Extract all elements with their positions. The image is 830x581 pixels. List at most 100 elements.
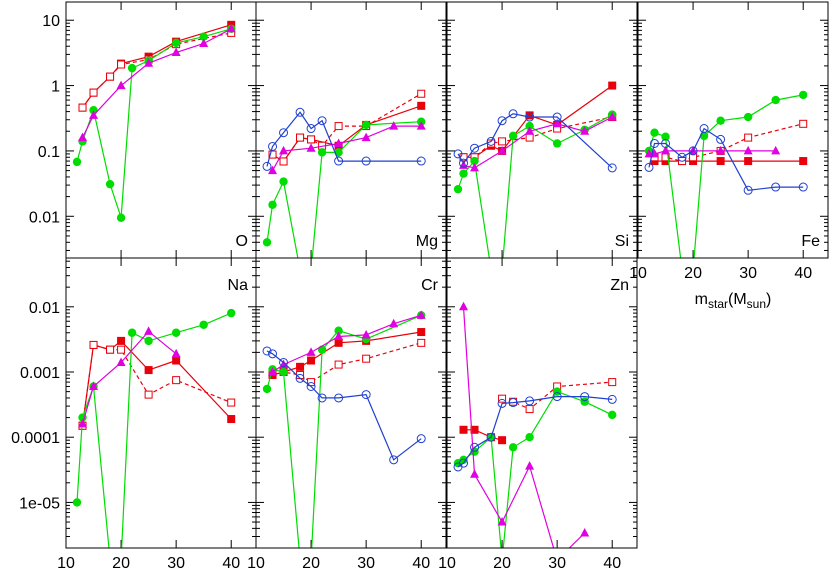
marker (508, 398, 518, 408)
marker (72, 498, 82, 507)
marker (361, 132, 371, 142)
y-tick-label: 0.01 (29, 209, 60, 226)
x-tick-label: 40 (222, 555, 240, 572)
marker (334, 331, 344, 341)
marker (417, 338, 426, 347)
marker (279, 367, 288, 377)
x-tick-label: 30 (739, 265, 757, 282)
marker (497, 398, 507, 408)
panel: Mg (255, 1, 447, 274)
marker (279, 357, 289, 367)
marker (127, 328, 137, 337)
series-line (266, 121, 422, 258)
marker (498, 394, 507, 403)
marker (268, 150, 277, 159)
y-tick-label: 10 (42, 13, 60, 30)
marker (317, 116, 327, 126)
series-line (272, 105, 422, 163)
marker (334, 122, 343, 131)
marker (608, 81, 617, 90)
marker (361, 329, 371, 339)
marker (295, 107, 305, 117)
marker (580, 126, 590, 135)
x-axis-label-part: (M (728, 291, 747, 308)
marker (459, 455, 468, 465)
marker (172, 376, 181, 385)
marker (497, 145, 507, 155)
marker (453, 184, 463, 194)
series-line (457, 113, 613, 169)
marker (498, 436, 507, 445)
marker (144, 326, 154, 335)
marker (361, 120, 371, 130)
series-line (272, 93, 422, 163)
panel-frame (65, 1, 257, 259)
marker (417, 328, 426, 337)
marker (771, 95, 780, 105)
y-tick-label: 0.0001 (11, 430, 60, 447)
marker (317, 148, 327, 157)
panel-frame (637, 1, 829, 259)
marker (117, 345, 126, 354)
plot-area (72, 20, 236, 222)
marker (171, 47, 181, 57)
marker (307, 266, 315, 274)
marker (306, 347, 316, 356)
x-tick-label: 10 (247, 555, 265, 572)
marker (89, 381, 99, 390)
series-line (463, 116, 613, 158)
marker (552, 139, 562, 148)
marker (453, 149, 463, 159)
y-tick-label: 0.1 (38, 144, 60, 161)
x-tick-label: 30 (548, 555, 566, 572)
x-axis-label-part: m (695, 291, 708, 308)
marker (650, 128, 659, 137)
marker (116, 357, 126, 366)
marker (334, 138, 344, 147)
panel-label: Fe (801, 233, 820, 250)
marker (699, 124, 709, 134)
marker (268, 200, 277, 209)
marker (227, 415, 236, 424)
marker (716, 116, 725, 125)
marker (661, 138, 671, 148)
marker (508, 443, 518, 452)
marker (525, 111, 534, 120)
series-line (463, 116, 613, 169)
marker (416, 121, 426, 130)
marker (650, 138, 660, 148)
marker (486, 432, 496, 442)
marker (486, 136, 496, 146)
marker (552, 392, 562, 402)
marker (262, 238, 272, 247)
panel: 10 20 30 40 mstar(Msun) Fe (629, 1, 829, 311)
marker (144, 366, 153, 375)
marker (116, 80, 126, 90)
x-axis-label-part: star (708, 297, 728, 311)
marker (459, 425, 468, 434)
marker (607, 394, 617, 404)
marker (279, 128, 289, 138)
marker (677, 152, 687, 162)
series-line (266, 350, 422, 461)
panel-label: O (236, 233, 248, 250)
marker (226, 23, 236, 33)
series-line (457, 390, 613, 548)
marker (144, 336, 153, 346)
y-tick-label: 0.01 (29, 300, 60, 317)
marker (498, 266, 506, 274)
marker (296, 362, 305, 371)
marker (416, 434, 426, 444)
series-line (82, 32, 232, 108)
marker (268, 366, 278, 376)
marker (199, 38, 209, 48)
x-tick-label: 10 (629, 265, 647, 282)
marker (334, 326, 343, 335)
marker (470, 442, 480, 452)
marker (334, 156, 344, 166)
marker (306, 143, 316, 152)
marker (771, 145, 781, 155)
marker (78, 132, 88, 142)
marker (279, 145, 289, 155)
marker (525, 396, 535, 406)
